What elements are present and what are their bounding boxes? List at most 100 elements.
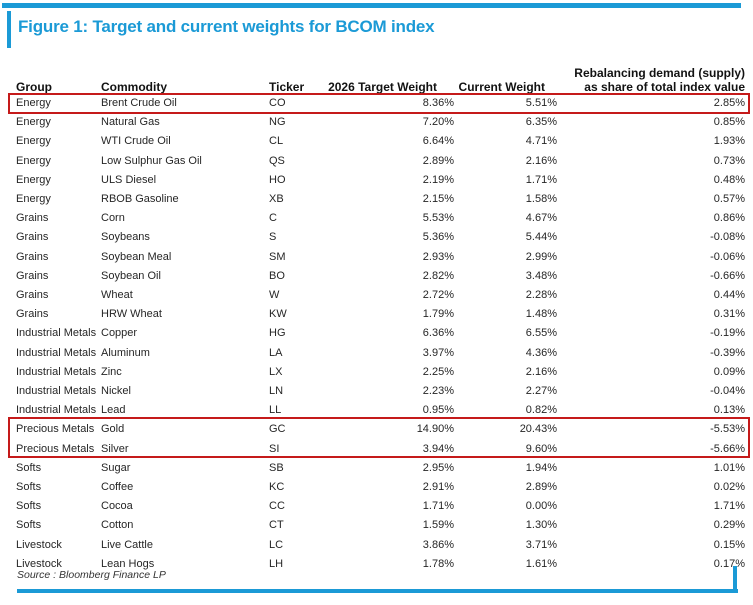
commodity-cell: Live Cattle [101,538,153,551]
column-header-commodity: Commodity [101,80,167,94]
ticker-cell: W [269,289,280,302]
table-row: Industrial Metals Aluminum LA 3.97% 4.36… [16,344,745,363]
commodity-cell: Sugar [101,461,131,474]
group-cell: Precious Metals [16,442,95,455]
rebalancing-cell: -0.66% [710,269,745,282]
figure-title-accent-bar [7,11,11,48]
target-weight-cell: 14.90% [416,423,454,436]
column-header-ticker: Ticker [269,80,305,94]
target-weight-cell: 2.93% [422,250,454,263]
table-row: Industrial Metals Lead LL 0.95% 0.82% 0.… [16,401,745,420]
column-header-current-weight: Current Weight [458,80,545,94]
commodity-cell: Coffee [101,481,134,494]
table-row: Industrial Metals Copper HG 6.36% 6.55% … [16,324,745,343]
top-accent-line [2,3,741,8]
group-cell: Energy [16,135,51,148]
rebalancing-cell: 0.17% [713,557,745,570]
group-cell: Industrial Metals [16,327,97,340]
ticker-cell: NG [269,116,286,129]
rebalancing-cell: -0.04% [710,385,745,398]
group-cell: Energy [16,116,51,129]
target-weight-cell: 8.36% [422,97,454,109]
commodity-cell: Brent Crude Oil [101,97,177,109]
current-weight-cell: 1.58% [525,193,557,206]
group-cell: Energy [16,193,51,206]
ticker-cell: KC [269,481,285,494]
rebalancing-cell: 1.01% [713,461,745,474]
ticker-cell: LC [269,538,284,551]
target-weight-cell: 0.95% [422,404,454,417]
rebalancing-cell: 0.29% [713,519,745,532]
target-weight-cell: 2.89% [422,154,454,167]
rebalancing-cell: 0.48% [713,173,745,186]
rebalancing-cell: 0.44% [713,289,745,302]
commodity-cell: Cocoa [101,500,133,513]
current-weight-cell: 2.16% [525,365,557,378]
ticker-cell: CO [269,97,286,109]
table-row: Grains Corn C 5.53% 4.67% 0.86% [16,209,745,228]
rebalancing-cell: 1.93% [713,135,745,148]
rebalancing-cell: -0.19% [710,327,745,340]
ticker-cell: HG [269,327,286,340]
table-row: Grains Wheat W 2.72% 2.28% 0.44% [16,286,745,305]
current-weight-cell: 2.99% [525,250,557,263]
rebalancing-cell: 2.85% [713,97,745,109]
rebalancing-cell: -0.06% [710,250,745,263]
group-cell: Industrial Metals [16,365,97,378]
commodity-cell: Gold [101,423,125,436]
rebalancing-cell: 1.71% [713,500,745,513]
commodity-cell: ULS Diesel [101,173,157,186]
bottom-accent-tick [733,566,737,593]
group-cell: Livestock [16,538,62,551]
rebalancing-cell: -0.39% [710,346,745,359]
table-row: Energy RBOB Gasoline XB 2.15% 1.58% 0.57… [16,190,745,209]
target-weight-cell: 2.23% [422,385,454,398]
table-row: Precious Metals Gold GC 14.90% 20.43% -5… [16,420,745,439]
table-row: Grains Soybean Oil BO 2.82% 3.48% -0.66% [16,267,745,286]
current-weight-cell: 20.43% [519,423,557,436]
target-weight-cell: 1.71% [422,500,454,513]
current-weight-cell: 3.71% [525,538,557,551]
figure-title: Figure 1: Target and current weights for… [18,17,435,36]
table-row: Energy Brent Crude Oil CO 8.36% 5.51% 2.… [16,94,745,113]
commodity-cell: RBOB Gasoline [101,193,179,206]
commodity-cell: HRW Wheat [101,308,162,321]
group-cell: Softs [16,519,42,532]
rebalancing-cell: 0.02% [713,481,745,494]
target-weight-cell: 1.79% [422,308,454,321]
group-cell: Industrial Metals [16,346,97,359]
current-weight-cell: 6.35% [525,116,557,129]
target-weight-cell: 1.78% [422,557,454,570]
commodity-cell: Copper [101,327,138,340]
rebalancing-cell: 0.86% [713,212,745,225]
column-header-rebalancing-line2: as share of total index value [584,80,745,94]
current-weight-cell: 5.44% [525,231,557,244]
table-body: Energy Brent Crude Oil CO 8.36% 5.51% 2.… [16,94,745,574]
ticker-cell: LX [269,365,283,378]
ticker-cell: CT [269,519,284,532]
current-weight-cell: 3.48% [525,269,557,282]
ticker-cell: SB [269,461,284,474]
commodity-cell: Nickel [101,385,131,398]
current-weight-cell: 2.89% [525,481,557,494]
group-cell: Grains [16,289,49,302]
rebalancing-cell: 0.57% [713,193,745,206]
ticker-cell: QS [269,154,285,167]
column-header-group: Group [16,80,52,94]
bottom-accent-line [17,589,738,593]
target-weight-cell: 2.19% [422,173,454,186]
table-row: Industrial Metals Zinc LX 2.25% 2.16% 0.… [16,363,745,382]
rebalancing-cell: -5.66% [710,442,745,455]
rebalancing-cell: 0.13% [713,404,745,417]
rebalancing-cell: -0.08% [710,231,745,244]
current-weight-cell: 5.51% [525,97,557,109]
current-weight-cell: 1.94% [525,461,557,474]
commodity-cell: Corn [101,212,125,225]
current-weight-cell: 0.82% [525,404,557,417]
target-weight-cell: 3.97% [422,346,454,359]
table-row: Softs Cotton CT 1.59% 1.30% 0.29% [16,516,745,535]
column-header-target-weight: 2026 Target Weight [328,80,437,94]
current-weight-cell: 4.67% [525,212,557,225]
target-weight-cell: 2.15% [422,193,454,206]
current-weight-cell: 1.30% [525,519,557,532]
